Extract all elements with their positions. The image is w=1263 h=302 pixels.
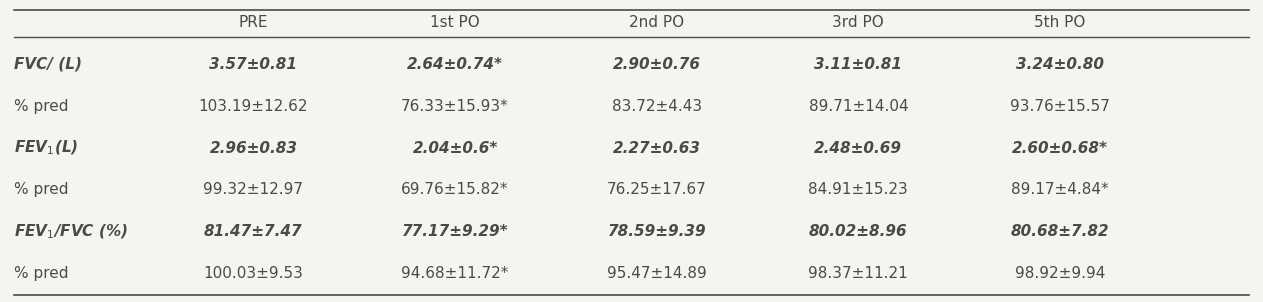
Text: 2.90±0.76: 2.90±0.76	[613, 57, 701, 72]
Text: 81.47±7.47: 81.47±7.47	[205, 224, 303, 239]
Text: 94.68±11.72*: 94.68±11.72*	[402, 266, 509, 281]
Text: % pred: % pred	[14, 266, 68, 281]
Text: 2nd PO: 2nd PO	[629, 15, 685, 30]
Text: FVC/ (L): FVC/ (L)	[14, 57, 82, 72]
Text: 2.48±0.69: 2.48±0.69	[815, 140, 902, 156]
Text: FEV$_1$(L): FEV$_1$(L)	[14, 139, 78, 157]
Text: 1st PO: 1st PO	[431, 15, 480, 30]
Text: 80.02±8.96: 80.02±8.96	[810, 224, 908, 239]
Text: 84.91±15.23: 84.91±15.23	[808, 182, 908, 198]
Text: 5th PO: 5th PO	[1034, 15, 1086, 30]
Text: PRE: PRE	[239, 15, 268, 30]
Text: 3.57±0.81: 3.57±0.81	[210, 57, 297, 72]
Text: 100.03±9.53: 100.03±9.53	[203, 266, 303, 281]
Text: 95.47±14.89: 95.47±14.89	[606, 266, 706, 281]
Text: 99.32±12.97: 99.32±12.97	[203, 182, 303, 198]
Text: 69.76±15.82*: 69.76±15.82*	[402, 182, 509, 198]
Text: 93.76±15.57: 93.76±15.57	[1010, 99, 1110, 114]
Text: 76.25±17.67: 76.25±17.67	[606, 182, 706, 198]
Text: 78.59±9.39: 78.59±9.39	[608, 224, 706, 239]
Text: 77.17±9.29*: 77.17±9.29*	[402, 224, 509, 239]
Text: 3.24±0.80: 3.24±0.80	[1015, 57, 1104, 72]
Text: 89.71±14.04: 89.71±14.04	[808, 99, 908, 114]
Text: 2.64±0.74*: 2.64±0.74*	[407, 57, 503, 72]
Text: 83.72±4.43: 83.72±4.43	[611, 99, 702, 114]
Text: 3.11±0.81: 3.11±0.81	[815, 57, 902, 72]
Text: FEV$_1$/FVC (%): FEV$_1$/FVC (%)	[14, 223, 128, 241]
Text: 76.33±15.93*: 76.33±15.93*	[402, 99, 509, 114]
Text: 2.04±0.6*: 2.04±0.6*	[413, 140, 498, 156]
Text: 2.27±0.63: 2.27±0.63	[613, 140, 701, 156]
Text: % pred: % pred	[14, 99, 68, 114]
Text: 3rd PO: 3rd PO	[832, 15, 884, 30]
Text: % pred: % pred	[14, 182, 68, 198]
Text: 98.37±11.21: 98.37±11.21	[808, 266, 908, 281]
Text: 98.92±9.94: 98.92±9.94	[1014, 266, 1105, 281]
Text: 80.68±7.82: 80.68±7.82	[1010, 224, 1109, 239]
Text: 89.17±4.84*: 89.17±4.84*	[1012, 182, 1109, 198]
Text: 2.96±0.83: 2.96±0.83	[210, 140, 297, 156]
Text: 103.19±12.62: 103.19±12.62	[198, 99, 308, 114]
Text: 2.60±0.68*: 2.60±0.68*	[1012, 140, 1108, 156]
